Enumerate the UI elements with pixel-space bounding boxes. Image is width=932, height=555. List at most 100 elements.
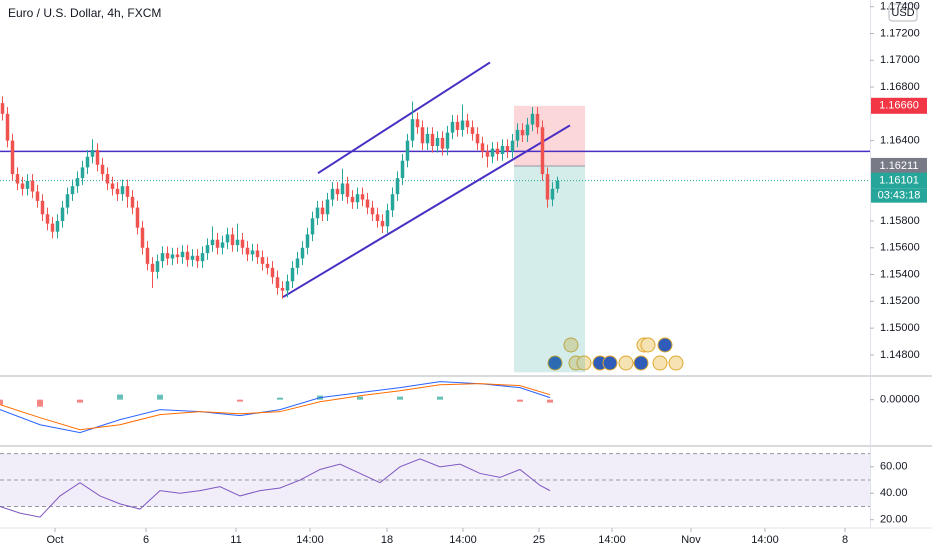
y-tick-label: 1.14800: [880, 349, 920, 361]
candle-body: [95, 150, 100, 165]
candle-body: [280, 287, 285, 291]
candle-body: [120, 186, 125, 195]
candle-body: [110, 183, 115, 189]
candle-body: [420, 127, 425, 144]
candle-body: [230, 234, 235, 246]
x-tick-label: Oct: [46, 534, 63, 546]
candle-body: [455, 121, 460, 130]
candle-body: [35, 191, 40, 201]
candle-body: [270, 267, 275, 278]
candle-body: [540, 127, 545, 175]
currency-label[interactable]: USD: [891, 7, 914, 19]
y-tick-label: 1.16800: [880, 81, 920, 93]
candle-body: [345, 183, 350, 197]
candle-body: [505, 145, 510, 152]
candle-body: [125, 186, 130, 197]
y-tick-label: 60.00: [880, 461, 908, 473]
candle-body: [30, 180, 35, 192]
indicator-line: [0, 383, 551, 431]
candle-body: [55, 220, 60, 232]
candle-body: [485, 151, 490, 157]
currency-button[interactable]: [888, 3, 918, 22]
x-tick-label: 14:00: [449, 534, 477, 546]
x-tick-label: 18: [381, 534, 393, 546]
macd-histogram-bar: [0, 399, 3, 405]
candle-body: [545, 174, 550, 200]
candle-body: [155, 261, 160, 272]
macd-histogram-bar: [547, 399, 553, 403]
candle-body: [350, 196, 355, 203]
candle-body: [365, 199, 370, 208]
candle-body: [525, 124, 530, 136]
candle-body: [40, 200, 45, 215]
candle-body: [180, 251, 185, 258]
entry-price-label: 1.16211: [880, 160, 919, 172]
target-zone: [514, 165, 585, 373]
last-price-label: 1.16101: [879, 175, 919, 187]
y-tick-label: 1.15800: [880, 215, 920, 227]
candle-body: [470, 127, 475, 134]
y-tick-label: 40.00: [880, 487, 908, 499]
candle-body: [395, 178, 400, 195]
candle-body: [555, 180, 560, 189]
candle-body: [10, 140, 15, 175]
candle-body: [495, 148, 500, 155]
candle-body: [320, 207, 325, 215]
candle-body: [390, 194, 395, 211]
candle-body: [195, 255, 200, 262]
candle-body: [75, 178, 80, 187]
candle-body: [515, 129, 520, 141]
candle-body: [300, 247, 305, 259]
candle-body: [105, 174, 110, 184]
candle-body: [310, 218, 315, 235]
candle-body: [490, 148, 495, 157]
macd-histogram-bar: [77, 399, 83, 403]
candle-body: [25, 180, 30, 189]
countdown: 03:43:18: [878, 190, 921, 202]
entry-price-label-bg: [871, 157, 927, 174]
candle-body: [530, 113, 535, 125]
candle-body: [145, 247, 150, 264]
y-tick-label: 1.15600: [880, 242, 920, 254]
y-tick-label: 1.15200: [880, 295, 920, 307]
candle-body: [200, 253, 205, 262]
candle-body: [115, 188, 120, 195]
candle-body: [5, 113, 10, 141]
x-tick-label: Nov: [681, 534, 701, 546]
candle-body: [425, 133, 430, 144]
candle-body: [210, 239, 215, 246]
candle-body: [245, 247, 250, 255]
candle-body: [165, 253, 170, 259]
candle-body: [405, 140, 410, 161]
candle-body: [330, 188, 335, 200]
y-tick-label: 20.00: [880, 514, 908, 526]
candle-body: [90, 150, 95, 157]
candle-body: [150, 263, 155, 272]
last-price-label-bg: [871, 172, 927, 189]
candle-body: [175, 254, 180, 258]
candle-body: [250, 250, 255, 255]
macd-histogram-bar: [237, 399, 243, 402]
chart-title: Euro / U.S. Dollar, 4h, FXCM: [8, 6, 161, 20]
candle-body: [65, 194, 70, 208]
stop-zone: [514, 105, 585, 166]
y-tick-label: 1.17000: [880, 54, 920, 66]
x-tick-label: 8: [842, 534, 848, 546]
y-tick-label: 0.00000: [880, 394, 920, 406]
trend-line: [317, 61, 491, 175]
candle-body: [140, 227, 145, 248]
candle-body: [335, 188, 340, 195]
candle-body: [450, 121, 455, 133]
candle-body: [220, 242, 225, 248]
candle-body: [130, 196, 135, 208]
candle-body: [265, 263, 270, 268]
candle-body: [370, 207, 375, 215]
candle-body: [50, 223, 55, 232]
candle-body: [275, 277, 280, 288]
trend-line: [282, 124, 571, 298]
candle-body: [80, 167, 85, 179]
candle-body: [205, 245, 210, 254]
x-tick-label: 14:00: [598, 534, 626, 546]
macd-histogram-bar: [397, 396, 403, 400]
